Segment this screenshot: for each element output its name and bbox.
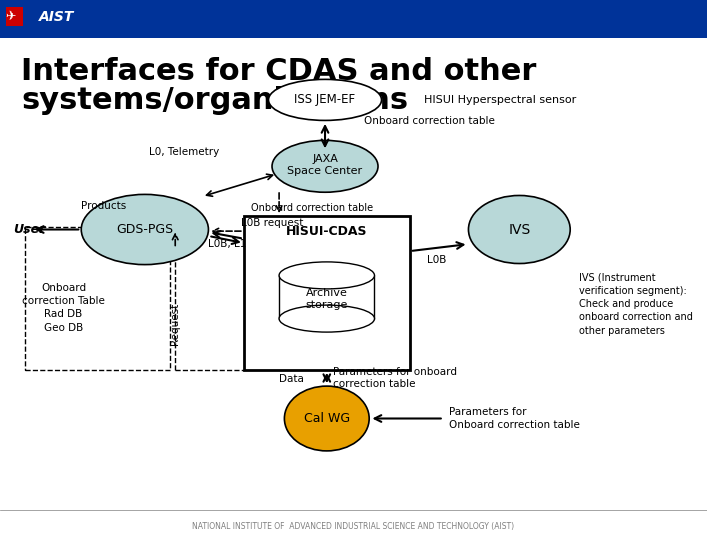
Text: Interfaces for CDAS and other: Interfaces for CDAS and other [21,57,536,86]
Text: Onboard correction table: Onboard correction table [364,117,495,126]
Text: NATIONAL INSTITUTE OF  ADVANCED INDUSTRIAL SCIENCE AND TECHNOLOGY (AIST): NATIONAL INSTITUTE OF ADVANCED INDUSTRIA… [192,522,514,531]
Text: Data: Data [279,374,304,383]
Text: L0B: L0B [427,255,446,266]
Text: User: User [13,223,45,236]
Text: ISS JEM-EF: ISS JEM-EF [294,93,356,106]
FancyBboxPatch shape [6,7,23,26]
Text: Parameters for
Onboard correction table: Parameters for Onboard correction table [449,407,580,430]
Ellipse shape [279,305,374,332]
Text: AIST: AIST [39,10,74,24]
Text: Cal WG: Cal WG [304,412,350,425]
Text: IVS: IVS [508,222,531,237]
Text: Parameters for onboard
correction table: Parameters for onboard correction table [333,367,457,389]
Text: L0, Telemetry: L0, Telemetry [149,147,219,157]
Ellipse shape [272,140,378,192]
Text: Onboard correction table: Onboard correction table [251,204,373,213]
Ellipse shape [469,195,570,264]
Circle shape [284,386,369,451]
Text: L0B request: L0B request [241,218,303,228]
Ellipse shape [279,262,374,289]
Text: HISUI-CDAS: HISUI-CDAS [286,225,367,238]
Text: L0B, L1: L0B, L1 [207,239,246,249]
Text: systems/organizations: systems/organizations [21,86,408,116]
Ellipse shape [81,194,208,265]
Text: HISUI Hyperspectral sensor: HISUI Hyperspectral sensor [424,95,576,105]
Text: Products: Products [81,201,127,211]
Text: IVS (Instrument
verification segment):
Check and produce
onboard correction and
: IVS (Instrument verification segment): C… [580,273,693,335]
FancyBboxPatch shape [0,0,706,38]
FancyBboxPatch shape [244,216,410,370]
Text: Onboard
correction Table
Rad DB
Geo DB: Onboard correction Table Rad DB Geo DB [22,283,105,333]
Text: GDS-PGS: GDS-PGS [117,223,174,236]
Text: Archive
storage: Archive storage [305,288,348,310]
Text: Request: Request [170,303,180,345]
FancyBboxPatch shape [279,275,374,319]
Text: JAXA
Space Center: JAXA Space Center [287,153,363,176]
Text: ✈: ✈ [5,10,16,23]
Ellipse shape [269,79,382,120]
